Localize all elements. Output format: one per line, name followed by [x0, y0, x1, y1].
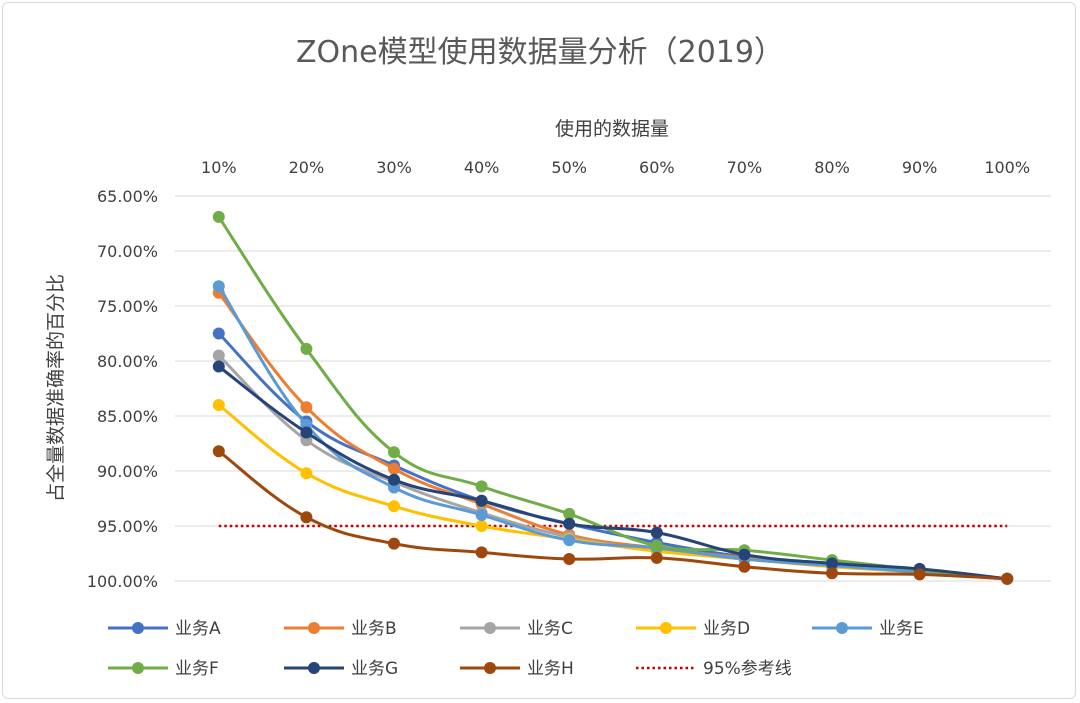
legend-swatch-marker	[484, 622, 496, 634]
legend-label: 业务H	[527, 659, 574, 679]
data-point	[826, 567, 838, 580]
data-point	[300, 467, 313, 480]
x-tick-label: 90%	[902, 158, 938, 177]
series-line	[217, 365, 1008, 581]
y-tick-label: 75.00%	[97, 297, 158, 316]
data-point	[913, 568, 926, 581]
legend-label: 业务D	[703, 619, 750, 639]
legend-label: 业务E	[879, 619, 924, 639]
legend-item: 业务H	[460, 659, 574, 679]
data-point	[300, 426, 313, 439]
data-point	[300, 342, 313, 355]
data-point	[563, 507, 576, 520]
data-point	[650, 551, 663, 564]
legend-label: 业务G	[351, 659, 398, 679]
y-tick-label: 85.00%	[97, 407, 158, 426]
legend-swatch-marker	[484, 662, 496, 674]
data-point	[738, 560, 751, 573]
legend-item: 业务B	[284, 619, 397, 639]
data-point	[1001, 572, 1014, 585]
y-tick-label: 65.00%	[97, 187, 158, 206]
legend-item: 业务A	[108, 619, 221, 639]
legend-swatch-marker	[308, 622, 320, 634]
legend-label: 业务A	[175, 619, 221, 639]
y-tick-label: 70.00%	[97, 242, 158, 261]
legend-item: 业务F	[108, 659, 219, 679]
x-tick-label: 30%	[376, 158, 412, 177]
data-point	[475, 480, 488, 493]
series-业务G	[212, 360, 1014, 585]
series-line	[217, 216, 1008, 581]
data-point	[300, 511, 313, 524]
data-point	[738, 548, 751, 561]
legend-swatch-marker	[308, 662, 320, 674]
data-point	[475, 494, 488, 507]
x-axis-ticks: 10% 20% 30% 40% 50% 60% 70% 80% 90% 100%	[201, 158, 1030, 177]
series-业务H	[212, 445, 1014, 585]
data-point	[475, 509, 488, 521]
data-point	[300, 401, 313, 414]
legend-swatch-marker	[132, 662, 144, 674]
data-point	[826, 557, 838, 570]
x-tick-label: 10%	[201, 158, 237, 177]
legend-item: 业务C	[460, 619, 573, 639]
legend-label: 业务F	[175, 659, 219, 679]
data-point	[388, 500, 400, 513]
x-tick-label: 100%	[984, 158, 1030, 177]
legend-swatch-marker	[660, 622, 672, 634]
series-line	[217, 403, 1008, 581]
legend-label: 业务C	[527, 619, 573, 639]
y-axis-title: 占全量数据准确率的百分比	[45, 274, 67, 502]
x-tick-label: 20%	[289, 158, 325, 177]
y-tick-label: 80.00%	[97, 352, 158, 371]
data-point	[212, 327, 225, 340]
series-line	[217, 291, 1008, 581]
y-tick-label: 100.00%	[87, 572, 158, 591]
y-axis-ticks: 65.00% 70.00% 75.00% 80.00% 85.00% 90.00% 95.0…	[87, 187, 158, 591]
data-point	[650, 526, 663, 539]
series-line	[217, 450, 1008, 581]
data-point	[475, 520, 488, 532]
data-point	[212, 210, 225, 223]
data-point	[650, 539, 663, 552]
data-point	[563, 517, 576, 530]
data-point	[212, 349, 225, 362]
chart-title: ZOne模型使用数据量分析（2019）	[296, 35, 784, 70]
series-group	[212, 210, 1014, 585]
data-point	[212, 399, 225, 411]
data-point	[563, 534, 576, 547]
data-point	[212, 445, 225, 458]
x-tick-label: 70%	[727, 158, 763, 177]
series-业务B	[212, 286, 1014, 585]
x-axis-title: 使用的数据量	[555, 118, 669, 140]
legend-item: 95%参考线	[636, 659, 792, 679]
legend-swatch-marker	[836, 622, 848, 634]
legend-label: 95%参考线	[703, 659, 792, 679]
y-tick-label: 90.00%	[97, 462, 158, 481]
legend-swatch-marker	[132, 622, 144, 634]
gridlines	[175, 195, 1051, 582]
data-point	[388, 462, 400, 475]
data-point	[563, 553, 576, 565]
data-point	[388, 446, 400, 459]
data-point	[475, 546, 488, 559]
legend-label: 业务B	[351, 619, 397, 639]
legend-item: 业务D	[636, 619, 750, 639]
x-tick-label: 60%	[639, 158, 675, 177]
data-point	[388, 537, 400, 550]
x-tick-label: 50%	[551, 158, 587, 177]
legend: 业务A 业务B 业务C 业务D 业务E 业务F 业务G 业务H 95%参考线	[108, 619, 924, 679]
x-tick-label: 80%	[814, 158, 850, 177]
data-point	[212, 360, 225, 373]
legend-item: 业务G	[284, 659, 398, 679]
data-point	[388, 473, 400, 486]
x-tick-label: 40%	[464, 158, 500, 177]
legend-item: 业务E	[812, 619, 924, 639]
y-tick-label: 95.00%	[97, 517, 158, 536]
data-point	[212, 280, 225, 293]
